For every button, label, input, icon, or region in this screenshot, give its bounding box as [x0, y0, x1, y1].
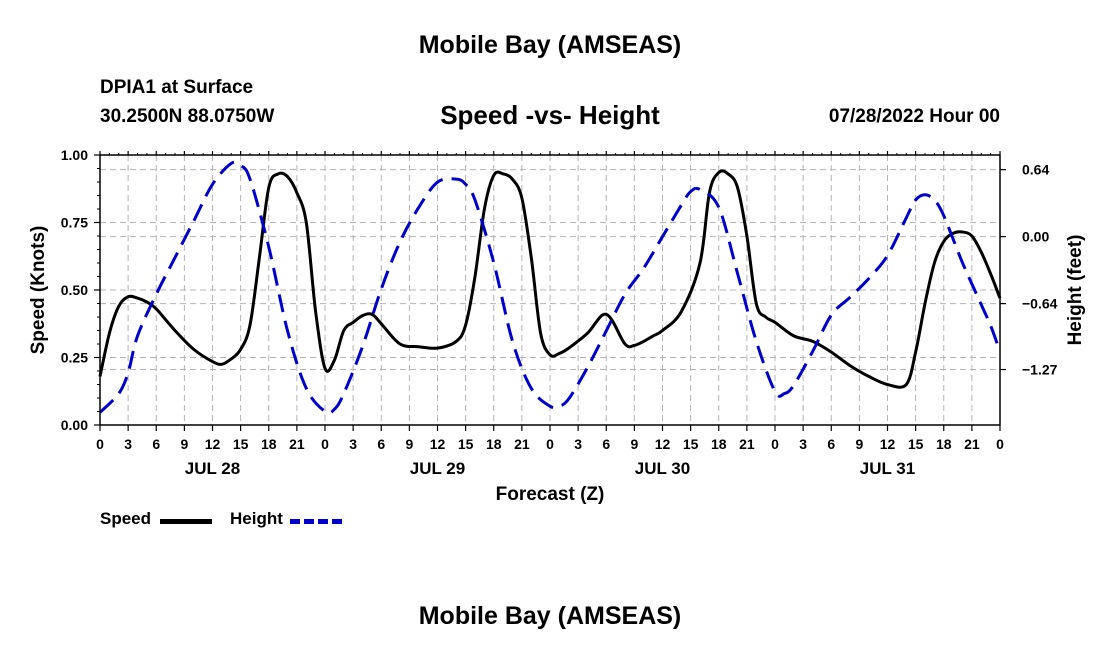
- day-label: JUL 30: [635, 459, 690, 478]
- x-tick-label: 3: [124, 436, 132, 452]
- legend-speed-swatch: [160, 519, 212, 524]
- x-axis-title: Forecast (Z): [496, 484, 605, 505]
- y2-axis-title: Height (feet): [1065, 235, 1086, 346]
- x-tick-label: 9: [855, 436, 863, 452]
- forecast-run-time: 07/28/2022 Hour 00: [828, 106, 1000, 127]
- x-tick-label: 15: [458, 436, 474, 452]
- y2-tick-label: 0.64: [1022, 162, 1049, 178]
- x-tick-label: 9: [405, 436, 413, 452]
- x-tick-label: 9: [180, 436, 188, 452]
- x-tick-label: 6: [152, 436, 160, 452]
- x-tick-label: 6: [602, 436, 610, 452]
- speed-series-line: [98, 169, 1002, 389]
- station-label: DPIA1 at Surface: [100, 77, 254, 98]
- x-tick-label: 15: [233, 436, 249, 452]
- x-tick-label: 6: [827, 436, 835, 452]
- x-tick-label: 9: [630, 436, 638, 452]
- x-tick-label: 0: [546, 436, 554, 452]
- y2-tick-label: −0.64: [1022, 296, 1058, 312]
- x-tick-label: 18: [261, 436, 277, 452]
- y-tick-label: 0.00: [61, 417, 88, 433]
- y-tick-label: 0.25: [61, 350, 88, 366]
- x-tick-label: 0: [321, 436, 329, 452]
- x-tick-label: 21: [964, 436, 980, 452]
- x-tick-label: 0: [771, 436, 779, 452]
- x-tick-label: 21: [514, 436, 530, 452]
- legend-height-swatch: [290, 519, 342, 524]
- x-tick-label: 3: [799, 436, 807, 452]
- y-tick-label: 1.00: [61, 147, 88, 163]
- y-tick-label: 0.50: [61, 282, 88, 298]
- chart-subtitle: Speed -vs- Height: [440, 100, 660, 130]
- x-tick-label: 18: [936, 436, 952, 452]
- x-tick-label: 18: [486, 436, 502, 452]
- x-tick-label: 0: [996, 436, 1004, 452]
- x-tick-label: 0: [96, 436, 104, 452]
- x-tick-label: 15: [908, 436, 924, 452]
- x-tick-label: 12: [880, 436, 896, 452]
- y-tick-label: 0.75: [61, 215, 88, 231]
- x-tick-label: 21: [289, 436, 305, 452]
- legend-speed-label: Speed: [100, 509, 152, 528]
- height-series-line: [98, 160, 1002, 415]
- x-tick-label: 15: [683, 436, 699, 452]
- x-tick-label: 12: [205, 436, 221, 452]
- x-tick-label: 3: [574, 436, 582, 452]
- x-tick-label: 3: [349, 436, 357, 452]
- day-label: JUL 29: [410, 459, 465, 478]
- chart-title: Mobile Bay (AMSEAS): [418, 31, 682, 59]
- footer-title: Mobile Bay (AMSEAS): [418, 602, 682, 630]
- legend-height-label: Height: [230, 509, 283, 528]
- x-tick-label: 21: [739, 436, 755, 452]
- x-tick-label: 12: [430, 436, 446, 452]
- day-label: JUL 28: [185, 459, 240, 478]
- y2-tick-label: −1.27: [1022, 362, 1058, 378]
- y-axis-title: Speed (Knots): [28, 226, 49, 355]
- station-coordinates: 30.2500N 88.0750W: [100, 106, 275, 127]
- y2-tick-label: 0.00: [1022, 229, 1049, 245]
- x-tick-label: 18: [711, 436, 727, 452]
- day-label: JUL 31: [860, 459, 915, 478]
- x-tick-label: 12: [655, 436, 671, 452]
- x-tick-label: 6: [377, 436, 385, 452]
